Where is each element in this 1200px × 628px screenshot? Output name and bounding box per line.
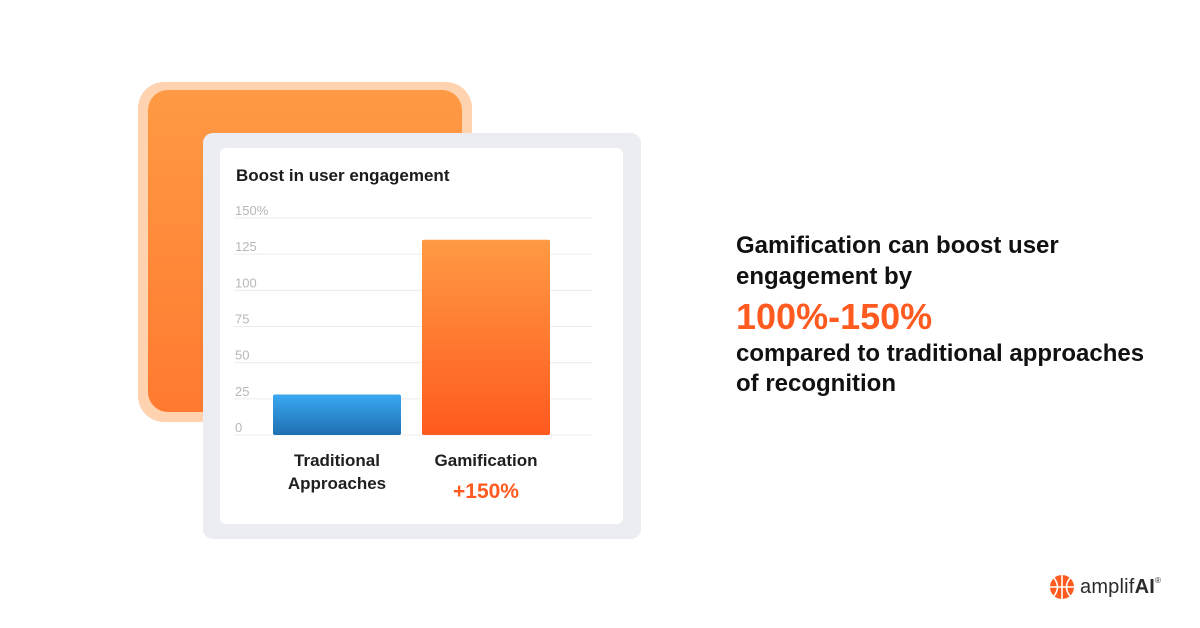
basketball-icon — [1050, 575, 1074, 599]
x-tick-label-line: Gamification — [434, 451, 538, 470]
bar-gamification — [422, 239, 550, 435]
x-tick-label: Gamification — [406, 449, 566, 472]
brand-name-rest: AI — [1134, 575, 1155, 598]
bar-traditional-approaches — [273, 394, 401, 435]
highlight-percentage: 100%-150% — [736, 296, 933, 337]
brand-mark: ® — [1154, 575, 1162, 585]
y-tick-label: 25 — [235, 384, 249, 399]
brand-name: amplifAI® — [1080, 576, 1161, 599]
y-tick-label: 125 — [235, 239, 257, 254]
x-tick-label-line: Approaches — [287, 474, 387, 493]
y-tick-label: 150% — [235, 203, 269, 218]
brand-logo: amplifAI® — [1049, 572, 1161, 602]
brand-name-first: amplif — [1080, 575, 1135, 598]
chart-title: Boost in user engagement — [236, 166, 450, 185]
headline-text: Gamification can boost user engagement b… — [736, 232, 1059, 290]
subline-text: compared to traditional approaches of re… — [736, 340, 1145, 397]
x-tick-label-line: Traditional — [294, 451, 380, 470]
y-tick-label: 100 — [235, 275, 257, 290]
y-tick-label: 0 — [235, 420, 242, 435]
y-tick-label: 50 — [235, 348, 249, 363]
x-tick-label: Traditional Approaches — [257, 449, 417, 495]
chart-card — [220, 148, 623, 524]
bar-annotation: +150% — [453, 480, 519, 503]
y-tick-label: 75 — [235, 312, 249, 327]
